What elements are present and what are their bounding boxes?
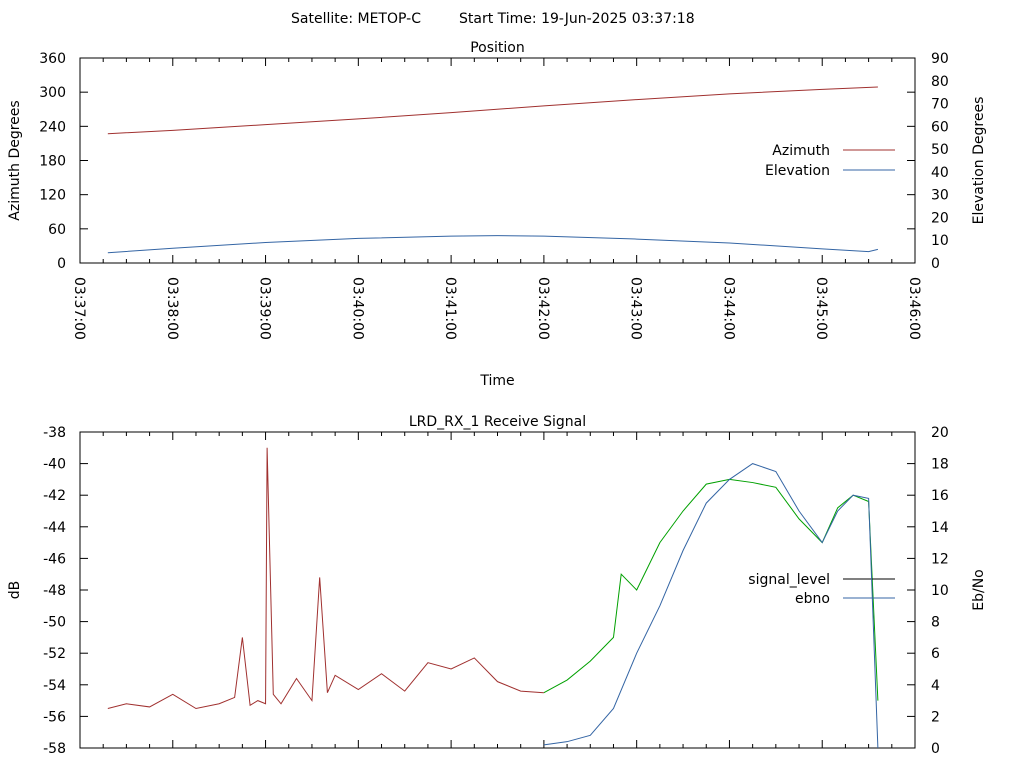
y2-axis-label: Eb/No [971,569,987,611]
x-tick-label: 03:42:00 [535,277,551,340]
series-line-signal_level [107,447,544,710]
legend-label-Elevation: Elevation [765,163,830,179]
y-axis-label: dB [7,581,23,600]
y2-tick-label: 6 [931,646,940,662]
y-tick-label: -38 [43,425,66,441]
y2-axis-label: Elevation Degrees [971,97,987,225]
y-tick-label: 180 [39,154,66,170]
y2-tick-label: 20 [931,210,949,226]
y2-tick-label: 50 [931,142,949,158]
y2-tick-label: 2 [931,709,940,725]
x-tick-label: 03:37:00 [71,277,87,340]
y2-tick-label: 30 [931,188,949,204]
y-tick-label: -52 [43,646,66,662]
plot-frame [79,431,916,749]
y-tick-label: 240 [39,119,66,135]
satellite-label: Satellite: METOP-C [291,11,421,27]
y-tick-label: 60 [48,222,66,238]
y2-tick-label: 0 [931,256,940,272]
x-tick-label: 03:38:00 [164,277,180,340]
series-line-signal_level-locked [543,478,879,701]
legend-label-ebno: ebno [795,591,830,607]
series-line-ebno [543,463,879,749]
series-line-Elevation [107,235,879,254]
y2-tick-label: 40 [931,165,949,181]
y2-tick-label: 70 [931,97,949,113]
x-tick-label: 03:39:00 [257,277,273,340]
chart-title: LRD_RX_1 Receive Signal [409,414,586,430]
legend-label-Azimuth: Azimuth [772,143,830,159]
chart-title: Position [470,40,525,56]
y2-tick-label: 18 [931,457,949,473]
y-tick-label: -46 [43,551,66,567]
plot-frame [79,57,916,264]
y2-tick-label: 8 [931,615,940,631]
y-axis-label: Azimuth Degrees [7,100,23,220]
y-tick-label: -50 [43,615,66,631]
y2-tick-label: 14 [931,520,949,536]
y2-tick-label: 60 [931,119,949,135]
x-tick-label: 03:43:00 [628,277,644,340]
x-axis-label: Time [479,373,514,389]
x-tick-label: 03:46:00 [906,277,922,340]
series-line-Azimuth [107,86,878,135]
y2-tick-label: 0 [931,741,940,757]
y2-tick-label: 16 [931,488,949,504]
x-tick-label: 03:45:00 [813,277,829,340]
y2-tick-label: 4 [931,678,940,694]
y2-tick-label: 80 [931,74,949,90]
x-tick-label: 03:41:00 [442,277,458,340]
y2-tick-label: 12 [931,551,949,567]
legend-label-signal_level: signal_level [748,572,830,588]
y2-tick-label: 10 [931,233,949,249]
y-tick-label: -48 [43,583,66,599]
y2-tick-label: 20 [931,425,949,441]
y2-tick-label: 90 [931,51,949,67]
y-tick-label: -44 [43,520,66,536]
x-tick-label: 03:40:00 [349,277,365,340]
y-tick-label: -40 [43,457,66,473]
y-tick-label: 0 [57,256,66,272]
y-tick-label: -54 [43,678,66,694]
start-time-label: Start Time: 19-Jun-2025 03:37:18 [459,11,695,27]
x-tick-label: 03:44:00 [720,277,736,340]
y-tick-label: 120 [39,188,66,204]
y-tick-label: -56 [43,709,66,725]
y-tick-label: 360 [39,51,66,67]
y2-tick-label: 10 [931,583,949,599]
y-tick-label: 300 [39,85,66,101]
y-tick-label: -42 [43,488,66,504]
y-tick-label: -58 [43,741,66,757]
